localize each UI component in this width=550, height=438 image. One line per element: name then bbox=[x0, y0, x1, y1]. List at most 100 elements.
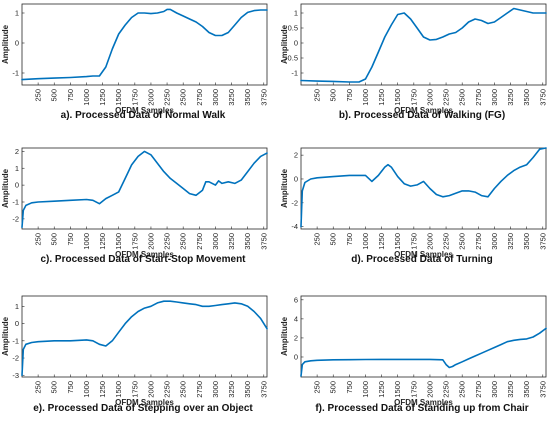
y-tick-label: -0.5 bbox=[285, 54, 298, 63]
x-tick-label: 250 bbox=[313, 233, 322, 246]
x-tick-label: 2250 bbox=[163, 89, 172, 106]
x-tick-label: 2000 bbox=[146, 89, 155, 106]
y-tick-label: -2 bbox=[12, 354, 19, 363]
series-line bbox=[21, 150, 268, 229]
x-tick-label: 1250 bbox=[98, 233, 107, 250]
subplot-caption: d). Processed Data of Turning bbox=[351, 254, 493, 265]
x-tick-label: 1750 bbox=[409, 233, 418, 250]
y-tick-label: -3 bbox=[12, 371, 19, 380]
x-tick-label: 3250 bbox=[506, 89, 515, 106]
x-tick-label: 3000 bbox=[490, 233, 499, 250]
x-axis-label: OFDM Samples bbox=[394, 398, 453, 407]
series-line bbox=[21, 300, 268, 377]
x-tick-label: 3500 bbox=[522, 233, 531, 250]
x-tick-label: 750 bbox=[66, 233, 75, 246]
x-tick-label: 2000 bbox=[425, 233, 434, 250]
x-axis-label: OFDM Samples bbox=[115, 250, 174, 259]
x-tick-label: 2250 bbox=[163, 233, 172, 250]
subplot-caption: b). Processed Data of Walking (FG) bbox=[339, 110, 505, 121]
y-tick-label: 0.5 bbox=[288, 24, 298, 33]
y-tick-label: 1 bbox=[15, 302, 19, 311]
x-tick-label: 1250 bbox=[98, 381, 107, 398]
y-tick-label: -1 bbox=[12, 69, 19, 78]
y-axis-label: Amplitude bbox=[1, 316, 10, 356]
x-tick-label: 3500 bbox=[243, 381, 252, 398]
x-axis-label: OFDM Samples bbox=[394, 250, 453, 259]
x-axis-label: OFDM Samples bbox=[115, 106, 174, 115]
x-tick-label: 2250 bbox=[442, 233, 451, 250]
subplot-6: 250 500 750 1000 1250 1500 1750 2000 2250 2500 275… bbox=[280, 295, 547, 414]
x-tick-label: 2250 bbox=[442, 89, 451, 106]
y-tick-label: 2 bbox=[294, 334, 298, 343]
x-tick-label: 3750 bbox=[259, 381, 268, 398]
series-line bbox=[300, 7, 547, 83]
y-tick-label: 6 bbox=[294, 295, 298, 304]
x-tick-label: 1750 bbox=[130, 89, 139, 106]
x-tick-label: 1000 bbox=[361, 381, 370, 398]
x-tick-label: 500 bbox=[329, 89, 338, 102]
y-axis-label: Amplitude bbox=[280, 316, 289, 356]
y-axis-label: Amplitude bbox=[280, 24, 289, 64]
x-tick-label: 3000 bbox=[211, 233, 220, 250]
x-tick-label: 750 bbox=[66, 381, 75, 394]
x-tick-label: 2500 bbox=[458, 381, 467, 398]
x-axis-label: OFDM Samples bbox=[115, 398, 174, 407]
x-tick-label: 1000 bbox=[82, 381, 91, 398]
x-tick-label: 1750 bbox=[130, 381, 139, 398]
plot-area bbox=[300, 3, 547, 86]
y-tick-label: 0 bbox=[15, 181, 19, 190]
x-tick-label: 750 bbox=[345, 89, 354, 102]
y-tick-label: 0 bbox=[294, 175, 298, 184]
x-tick-label: 1500 bbox=[393, 233, 402, 250]
x-tick-label: 250 bbox=[313, 89, 322, 102]
y-tick-label: -1 bbox=[291, 69, 298, 78]
y-tick-label: -2 bbox=[12, 214, 19, 223]
x-tick-label: 1500 bbox=[393, 381, 402, 398]
subplot-5: 250 500 750 1000 1250 1500 1750 2000 2250 2500 275… bbox=[1, 295, 268, 414]
x-axis-label: OFDM Samples bbox=[394, 106, 453, 115]
y-tick-label: -1 bbox=[12, 198, 19, 207]
x-tick-label: 250 bbox=[34, 381, 43, 394]
x-tick-label: 250 bbox=[313, 381, 322, 394]
y-tick-label: 0 bbox=[294, 353, 298, 362]
x-tick-label: 1500 bbox=[114, 233, 123, 250]
x-tick-label: 3750 bbox=[538, 233, 547, 250]
x-tick-label: 2750 bbox=[195, 89, 204, 106]
x-tick-label: 1500 bbox=[393, 89, 402, 106]
x-tick-label: 2500 bbox=[179, 89, 188, 106]
x-tick-label: 1000 bbox=[82, 89, 91, 106]
y-axis-label: Amplitude bbox=[1, 168, 10, 208]
x-tick-label: 3500 bbox=[243, 233, 252, 250]
x-tick-label: 3750 bbox=[259, 233, 268, 250]
x-tick-label: 1250 bbox=[98, 89, 107, 106]
subplot-4: 250 500 750 1000 1250 1500 1750 2000 2250 2500 275… bbox=[280, 147, 547, 265]
y-tick-label: 2 bbox=[294, 151, 298, 160]
x-tick-label: 3500 bbox=[522, 381, 531, 398]
y-tick-label: -1 bbox=[12, 336, 19, 345]
x-tick-label: 2250 bbox=[442, 381, 451, 398]
x-tick-label: 1750 bbox=[130, 233, 139, 250]
x-tick-label: 3750 bbox=[538, 89, 547, 106]
y-tick-label: 4 bbox=[294, 314, 298, 323]
x-tick-label: 500 bbox=[50, 89, 59, 102]
y-tick-label: 1 bbox=[15, 164, 19, 173]
y-tick-label: 0 bbox=[294, 39, 298, 48]
plot-area bbox=[21, 147, 268, 230]
x-tick-label: 2750 bbox=[474, 233, 483, 250]
x-tick-label: 750 bbox=[66, 89, 75, 102]
x-tick-label: 2750 bbox=[195, 233, 204, 250]
x-tick-label: 3250 bbox=[227, 381, 236, 398]
x-tick-label: 500 bbox=[50, 381, 59, 394]
x-tick-label: 3750 bbox=[259, 89, 268, 106]
x-tick-label: 2000 bbox=[146, 381, 155, 398]
x-tick-label: 500 bbox=[50, 233, 59, 246]
x-tick-label: 2500 bbox=[458, 89, 467, 106]
x-tick-label: 1250 bbox=[377, 233, 386, 250]
x-tick-label: 3500 bbox=[243, 89, 252, 106]
x-tick-label: 2500 bbox=[179, 233, 188, 250]
y-tick-label: 2 bbox=[15, 147, 19, 156]
x-tick-label: 3500 bbox=[522, 89, 531, 106]
y-axis-label: Amplitude bbox=[280, 168, 289, 208]
x-tick-label: 2000 bbox=[146, 233, 155, 250]
x-tick-label: 3250 bbox=[227, 233, 236, 250]
